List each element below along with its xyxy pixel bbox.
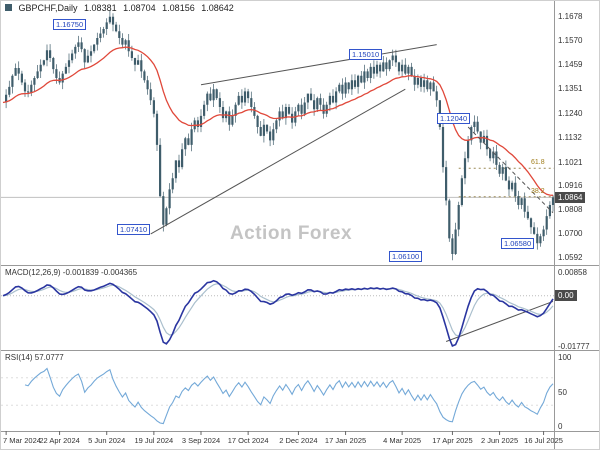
chart-canvas[interactable] [1,1,600,450]
chart-window: GBPCHF,Daily 1.08381 1.08704 1.08156 1.0… [0,0,600,450]
